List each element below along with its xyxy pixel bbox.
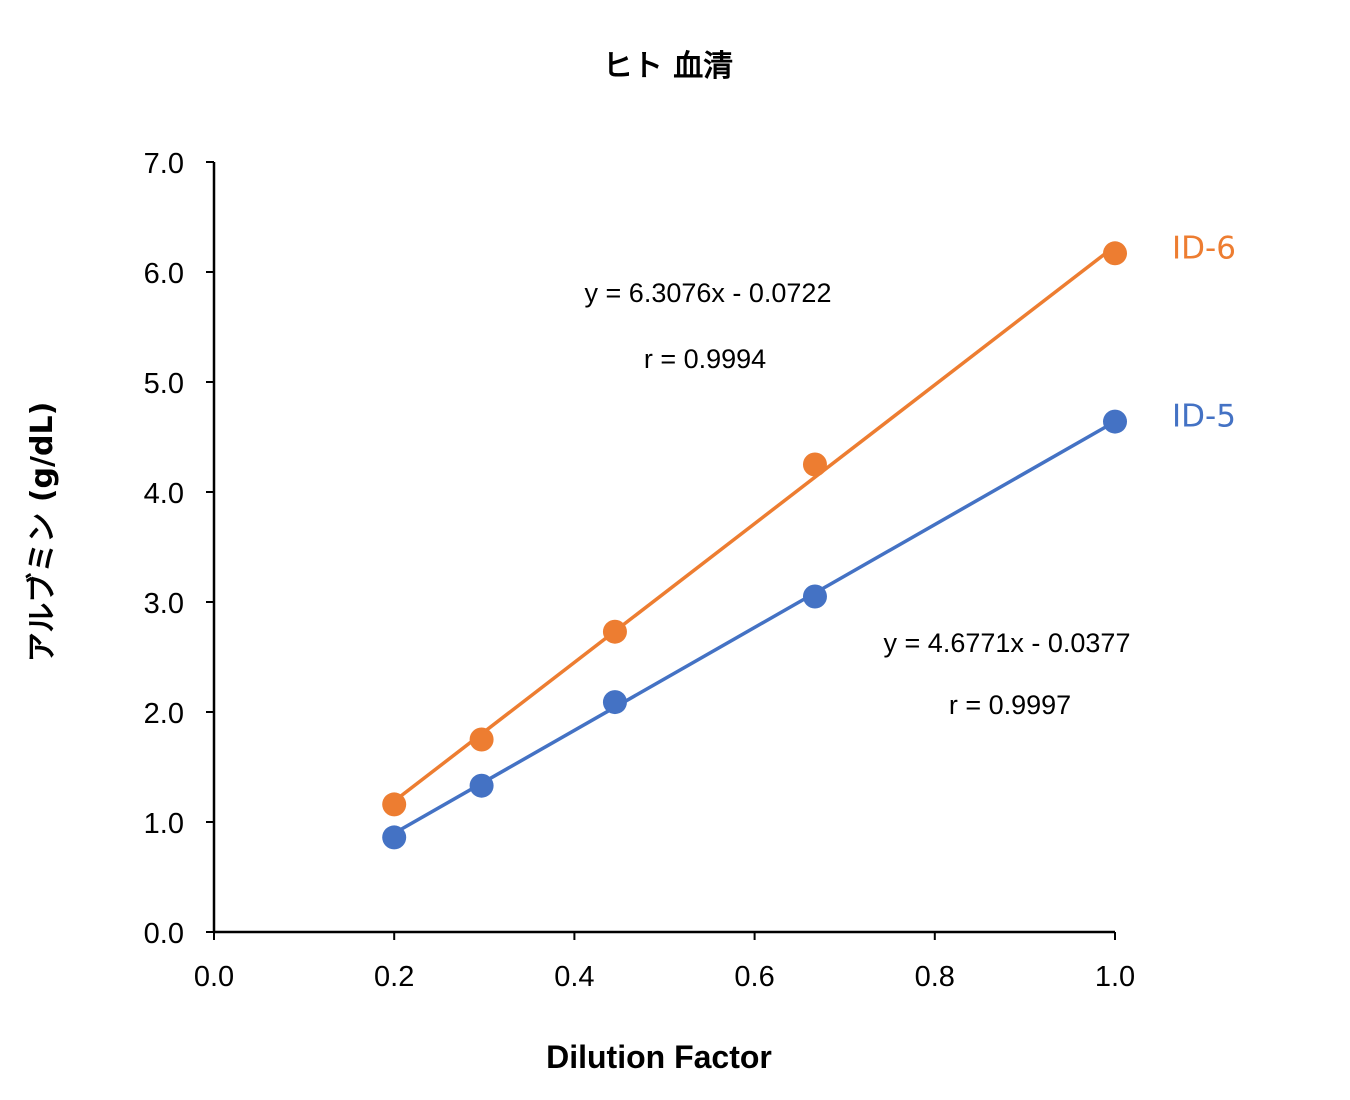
y-tick-label: 6.0	[144, 258, 184, 290]
data-point-id6	[382, 792, 407, 817]
axes: 0.0 0.2 0.4 0.6 0.8 1.0 0.0 1.0 2.0 3.0 4.0 5.0 6.0 7…	[144, 148, 1135, 993]
data-point-id5	[382, 825, 407, 850]
data-point-id6	[602, 619, 627, 644]
y-tick-label: 2.0	[144, 698, 184, 730]
data-points	[382, 241, 1127, 850]
trendlines	[393, 244, 1117, 835]
series-label-id5: ID-5	[1172, 399, 1236, 435]
y-tick-label: 0.0	[144, 918, 184, 950]
equation-id6: y = 6.3076x - 0.0722	[585, 278, 832, 308]
y-tick-label: 1.0	[144, 808, 184, 840]
series-label-id6: ID-6	[1172, 230, 1236, 266]
data-point-id6	[1103, 241, 1127, 266]
data-point-id5	[802, 584, 827, 609]
trendline-id5	[393, 420, 1116, 835]
data-point-id6	[469, 727, 494, 752]
data-point-id5	[602, 690, 627, 715]
data-point-id5	[1103, 409, 1127, 434]
x-tick-label: 0.6	[734, 961, 774, 993]
data-point-id6	[802, 452, 827, 477]
trendline-id6	[393, 244, 1117, 803]
y-tick-label: 7.0	[144, 148, 184, 180]
equation-id5: y = 4.6771x - 0.0377	[884, 628, 1131, 658]
y-tick-label: 3.0	[144, 588, 184, 620]
data-point-id5	[469, 773, 494, 798]
x-tick-label: 0.0	[194, 961, 234, 993]
x-tick-label: 0.2	[374, 961, 414, 993]
x-axis-title: Dilution Factor	[546, 1039, 772, 1075]
y-tick-label: 5.0	[144, 368, 184, 400]
y-axis-title: アルブミン (g/dL)	[25, 402, 60, 663]
r-value-id6: r = 0.9994	[644, 344, 766, 374]
x-tick-label: 0.8	[915, 961, 955, 993]
x-tick-label: 0.4	[554, 961, 594, 993]
x-tick-label: 1.0	[1095, 961, 1135, 993]
y-tick-label: 4.0	[144, 478, 184, 510]
chart-title: ヒト 血清	[603, 49, 733, 84]
r-value-id5: r = 0.9997	[949, 690, 1071, 720]
series-labels: ID-6 ID-5	[1172, 230, 1236, 434]
